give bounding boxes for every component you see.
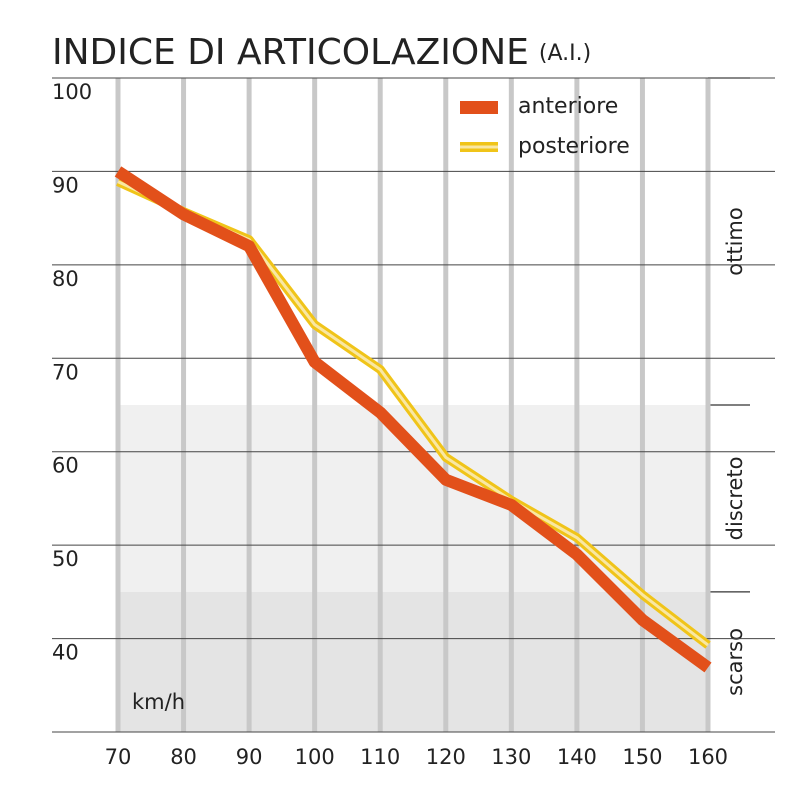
y-tick-label: 40	[52, 641, 79, 665]
title-main: INDICE DI ARTICOLAZIONE	[52, 32, 529, 73]
legend-label: anteriore	[518, 94, 618, 119]
x-tick-label: 160	[688, 745, 728, 769]
series-line	[114, 166, 712, 673]
x-tick-label: 140	[557, 745, 597, 769]
legend-swatch-inner	[460, 145, 498, 149]
chart-title: INDICE DI ARTICOLAZIONE (A.I.)	[52, 32, 591, 73]
y-tick-label: 100	[52, 80, 92, 104]
x-tick-label: 90	[236, 745, 263, 769]
x-tick-label: 70	[105, 745, 132, 769]
band-label: scarso	[723, 628, 747, 696]
y-tick-label: 50	[52, 547, 79, 571]
y-tick-label: 90	[52, 173, 79, 197]
y-tick-label: 80	[52, 267, 79, 291]
x-axis-label: km/h	[132, 690, 185, 714]
legend-swatch	[460, 101, 498, 114]
band-label: discreto	[723, 457, 747, 541]
legend: anteriore posteriore	[460, 94, 630, 159]
y-tick-label: 60	[52, 454, 79, 478]
band	[118, 591, 708, 732]
y-tick-label: 70	[52, 360, 79, 384]
x-tick-label: 80	[170, 745, 197, 769]
x-tick-label: 130	[491, 745, 531, 769]
band	[118, 405, 708, 592]
title-suffix: (A.I.)	[539, 41, 591, 66]
x-tick-label: 100	[295, 745, 335, 769]
x-tick-label: 120	[426, 745, 466, 769]
band-label: ottimo	[723, 207, 747, 275]
x-tick-label: 110	[360, 745, 400, 769]
x-tick-label: 150	[622, 745, 662, 769]
band	[118, 78, 708, 405]
legend-label: posteriore	[518, 134, 630, 159]
